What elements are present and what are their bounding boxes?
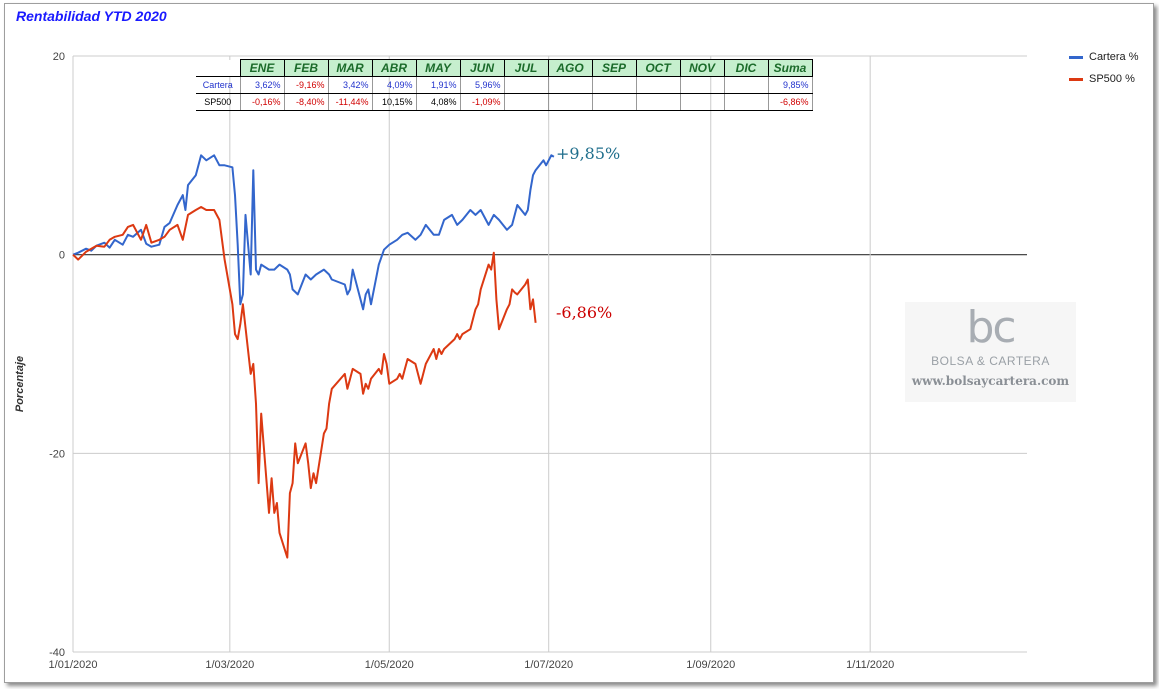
table-row-label: Cartera (196, 76, 241, 94)
y-tick-label: -20 (49, 448, 65, 460)
watermark-url: www.bolsaycartera.com (911, 374, 1070, 388)
table-header-cell: MAR (327, 59, 373, 77)
table-cell: -0,16% (240, 93, 285, 111)
series-line-sp500 (72, 206, 537, 559)
table-cell (680, 93, 725, 111)
table-cell (592, 93, 637, 111)
legend-swatch-cartera (1069, 55, 1083, 59)
watermark: bc BOLSA & CARTERA www.bolsaycartera.com (905, 302, 1076, 402)
x-tick-label: 1/11/2020 (846, 659, 894, 671)
table-cell: 9,85% (768, 76, 813, 94)
table-cell: -9,16% (284, 76, 329, 94)
table-row-label: SP500 (196, 93, 241, 111)
table-cell (636, 76, 681, 94)
table-header-cell: AGO (547, 59, 593, 77)
legend-label-sp500: SP500 % (1089, 73, 1135, 85)
final-value-label-sp500: -6,86% (556, 303, 613, 322)
table-cell (504, 93, 549, 111)
table-row: SP500 -0,16% -8,40% -11,44% 10,15% 4,08% -1,09… (196, 93, 813, 111)
y-axis-label: Porcentaje (14, 356, 26, 412)
legend-item-sp500[interactable]: SP500 % (1069, 68, 1139, 90)
final-value-label-cartera: +9,85% (556, 144, 621, 163)
table-header-cell: Suma (767, 59, 813, 77)
y-tick-label: -40 (49, 647, 65, 659)
y-tick-label: 0 (59, 250, 65, 262)
table-cell (680, 76, 725, 94)
table-header-cell: OCT (635, 59, 681, 77)
table-header-cell: ABR (371, 59, 417, 77)
legend-item-cartera[interactable]: Cartera % (1069, 46, 1139, 68)
legend-label-cartera: Cartera % (1089, 51, 1139, 63)
chart-legend: Cartera % SP500 % (1069, 46, 1139, 90)
table-cell: 3,42% (328, 76, 373, 94)
x-tick-label: 1/03/2020 (205, 659, 254, 671)
monthly-returns-table: ENE FEB MAR ABR MAY JUN JUL AGO SEP OCT NOV DIC Suma… (196, 59, 813, 111)
table-cell: 4,08% (416, 93, 461, 111)
table-header-cell: NOV (679, 59, 725, 77)
table-header-cell: SEP (591, 59, 637, 77)
table-header-row: ENE FEB MAR ABR MAY JUN JUL AGO SEP OCT NOV DIC Suma (196, 59, 813, 77)
chart-title: Rentabilidad YTD 2020 (16, 8, 167, 24)
table-cell: 10,15% (372, 93, 417, 111)
table-cell: -6,86% (768, 93, 813, 111)
legend-swatch-sp500 (1069, 77, 1083, 81)
table-cell (724, 76, 769, 94)
table-header-cell: JUN (459, 59, 505, 77)
table-cell (504, 76, 549, 94)
table-cell: 1,91% (416, 76, 461, 94)
x-tick-label: 1/07/2020 (524, 659, 573, 671)
table-cell (636, 93, 681, 111)
table-cell: 3,62% (240, 76, 285, 94)
table-cell: 5,96% (460, 76, 505, 94)
table-header-cell: DIC (723, 59, 769, 77)
watermark-logo: bc (966, 302, 1016, 353)
table-cell: -1,09% (460, 93, 505, 111)
table-header-cell: MAY (415, 59, 461, 77)
table-header-cell: ENE (239, 59, 285, 77)
table-cell (592, 76, 637, 94)
table-cell (548, 93, 593, 111)
watermark-name: BOLSA & CARTERA (931, 354, 1050, 368)
table-corner-cell (196, 59, 240, 77)
x-tick-label: 1/01/2020 (49, 659, 98, 671)
x-tick-label: 1/05/2020 (365, 659, 414, 671)
table-header-cell: FEB (283, 59, 329, 77)
table-row: Cartera 3,62% -9,16% 3,42% 4,09% 1,91% 5,96% 9,… (196, 76, 813, 94)
table-cell (548, 76, 593, 94)
table-cell: -8,40% (284, 93, 329, 111)
table-cell: 4,09% (372, 76, 417, 94)
y-tick-label: 20 (53, 51, 65, 63)
table-header-cell: JUL (503, 59, 549, 77)
x-tick-label: 1/09/2020 (686, 659, 735, 671)
series-line-cartera (72, 154, 555, 311)
table-cell: -11,44% (328, 93, 373, 111)
table-cell (724, 93, 769, 111)
